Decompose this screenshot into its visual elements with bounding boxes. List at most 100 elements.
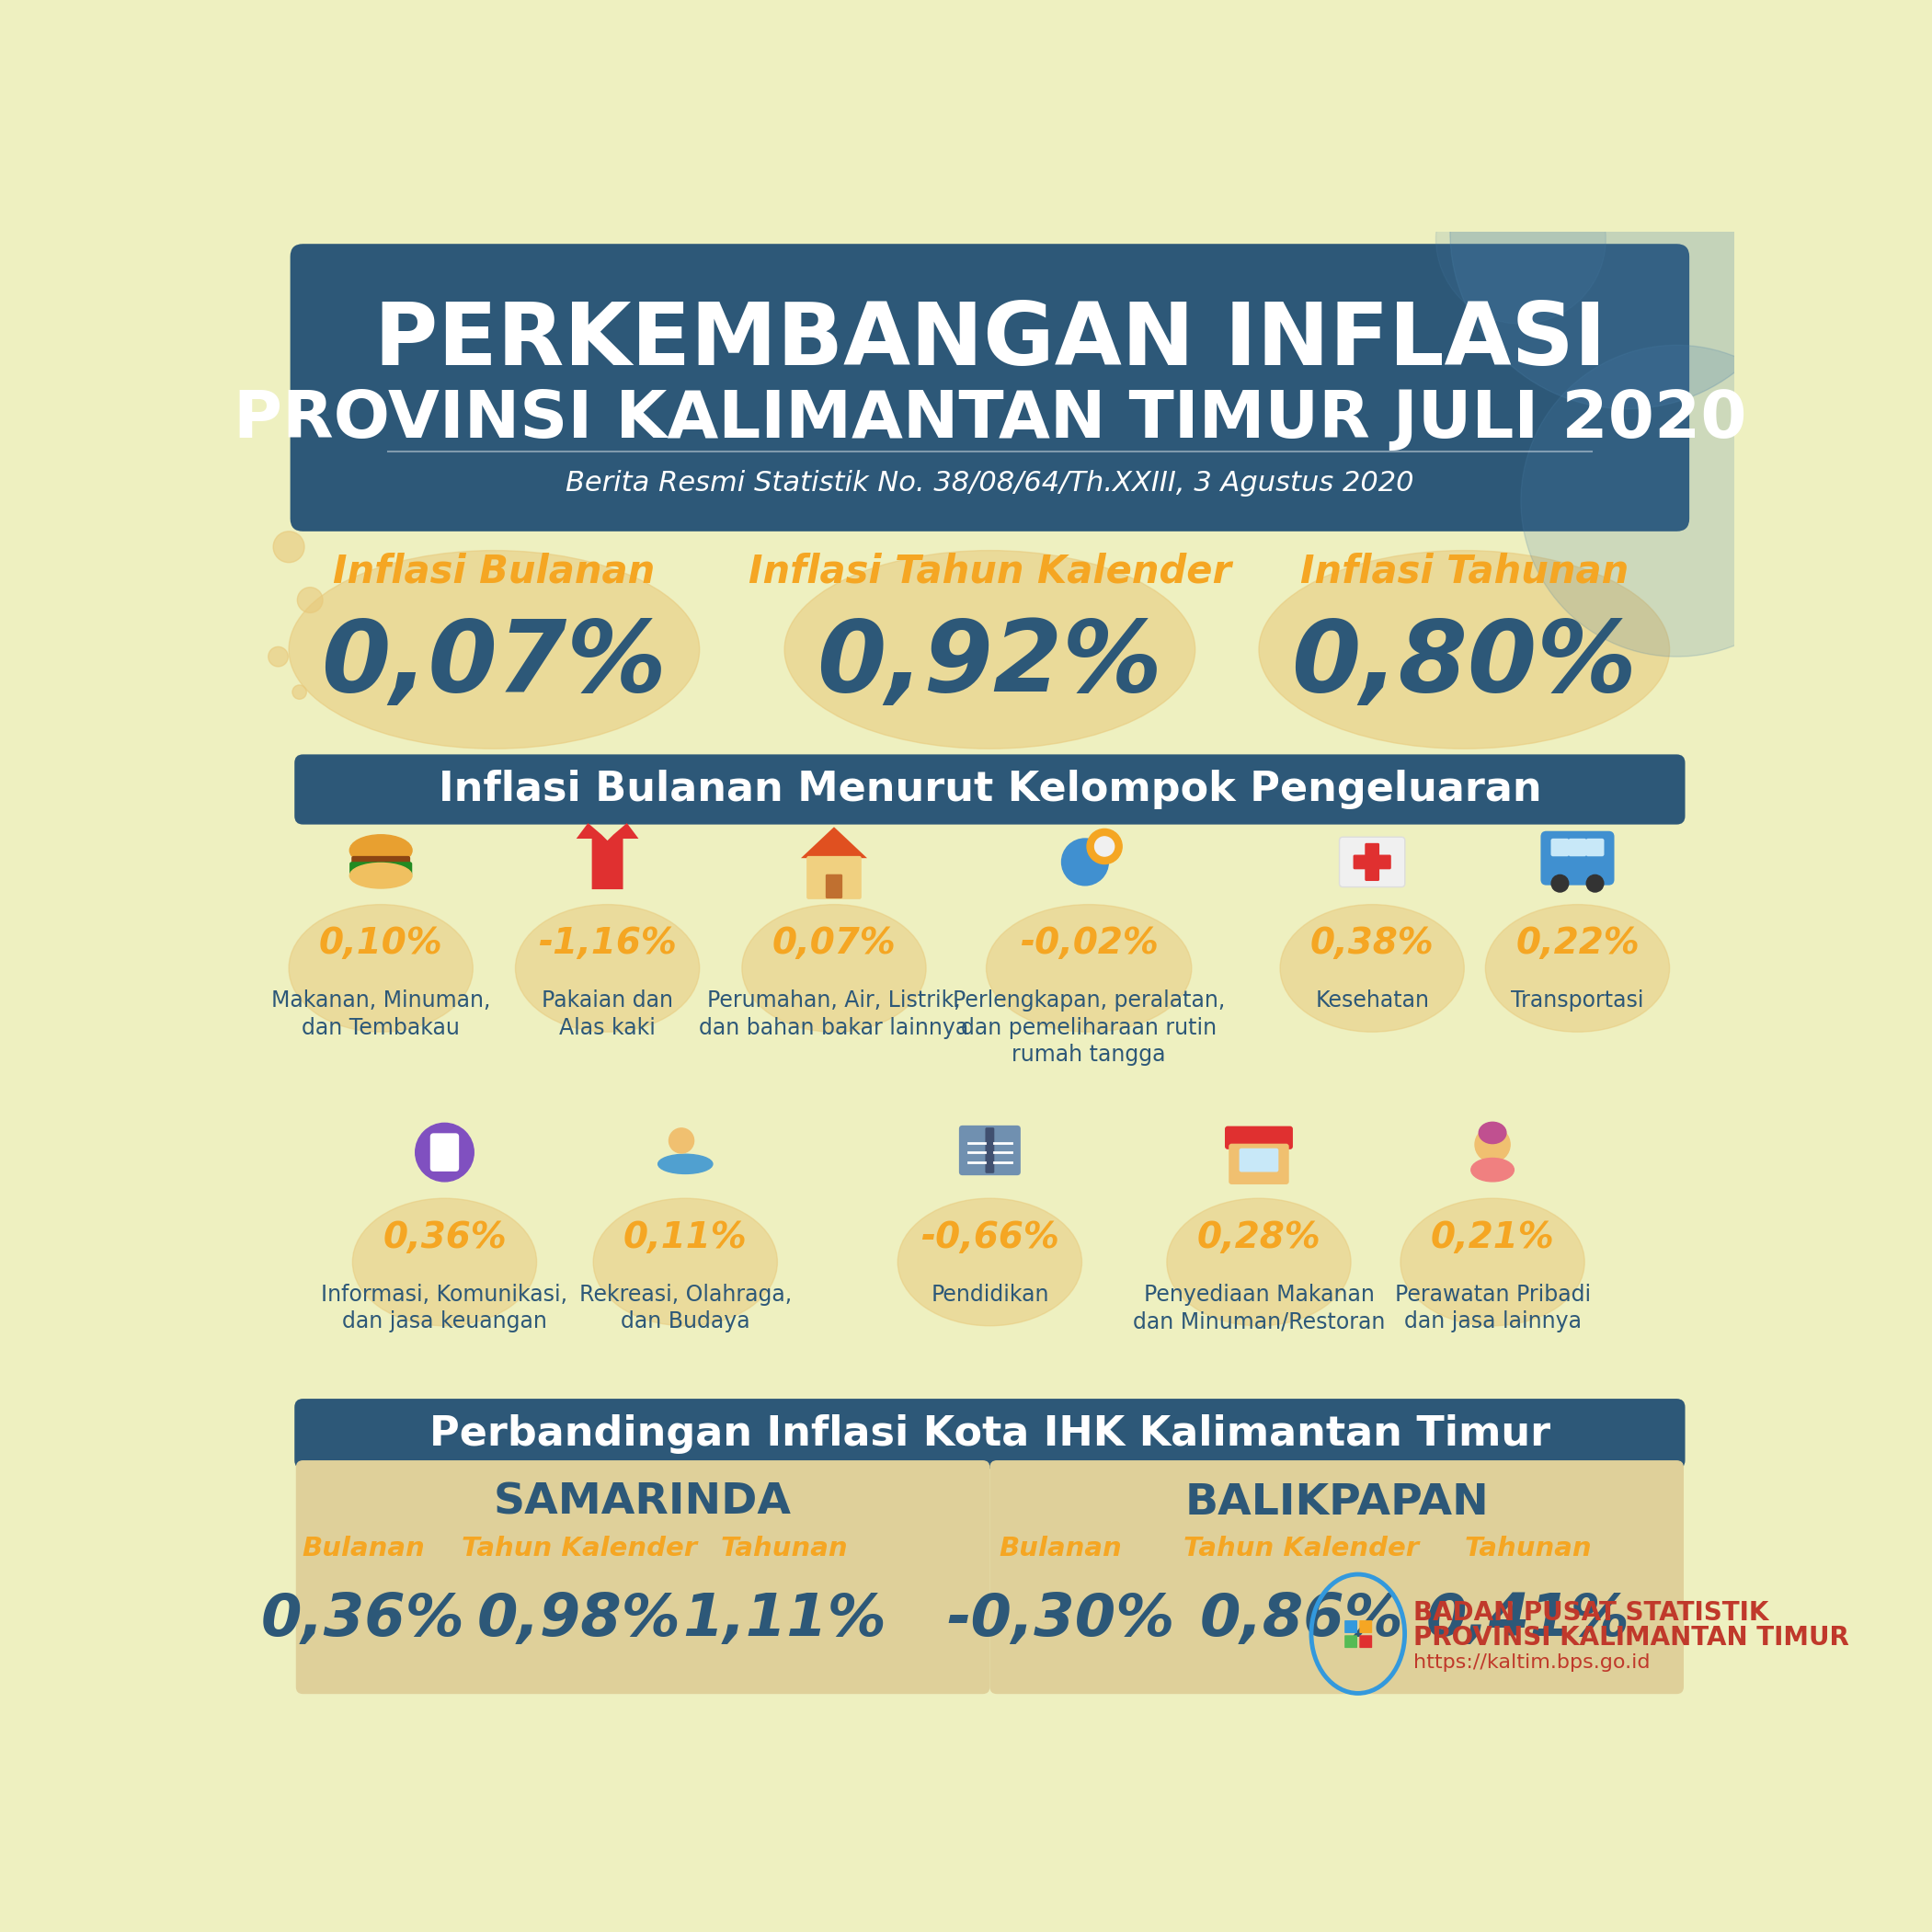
Text: BALIKPAPAN: BALIKPAPAN [1184,1482,1490,1524]
FancyBboxPatch shape [1540,831,1615,885]
Text: Pakaian dan
Alas kaki: Pakaian dan Alas kaki [541,989,672,1039]
Circle shape [1520,346,1832,657]
Text: Makanan, Minuman,
dan Tembakau: Makanan, Minuman, dan Tembakau [270,989,491,1039]
FancyBboxPatch shape [958,1126,1020,1175]
Circle shape [298,587,323,612]
Circle shape [1063,838,1109,885]
Ellipse shape [659,1153,713,1175]
Text: Perumahan, Air, Listrik,
dan bahan bakar lainnya: Perumahan, Air, Listrik, dan bahan bakar… [699,989,968,1039]
Ellipse shape [742,904,925,1032]
Text: Rekreasi, Olahraga,
dan Budaya: Rekreasi, Olahraga, dan Budaya [580,1283,792,1333]
Text: 0,38%: 0,38% [1310,925,1434,960]
Text: Bulanan: Bulanan [301,1536,425,1561]
Polygon shape [576,823,639,889]
Text: Tahunan: Tahunan [721,1536,848,1561]
Text: Perawatan Pribadi
dan jasa lainnya: Perawatan Pribadi dan jasa lainnya [1395,1283,1590,1333]
Ellipse shape [593,1198,777,1325]
Ellipse shape [898,1198,1082,1325]
FancyBboxPatch shape [290,243,1689,531]
Text: SAMARINDA: SAMARINDA [495,1482,792,1524]
FancyBboxPatch shape [352,856,410,873]
FancyBboxPatch shape [806,856,862,898]
Text: Tahunan: Tahunan [1464,1536,1592,1561]
Text: -0,66%: -0,66% [920,1219,1059,1254]
Text: Inflasi Tahun Kalender: Inflasi Tahun Kalender [748,553,1231,591]
Text: BADAN PUSAT STATISTIK: BADAN PUSAT STATISTIK [1412,1600,1768,1625]
Circle shape [1474,1126,1511,1161]
Text: 0,92%: 0,92% [817,614,1163,713]
FancyBboxPatch shape [1586,838,1604,856]
Ellipse shape [784,551,1196,750]
Circle shape [415,1122,473,1182]
Text: 0,86%: 0,86% [1200,1592,1403,1648]
Ellipse shape [350,864,412,889]
Text: 0,80%: 0,80% [1291,614,1636,713]
Text: Inflasi Bulanan Menurut Kelompok Pengeluaran: Inflasi Bulanan Menurut Kelompok Pengelu… [439,769,1542,810]
FancyBboxPatch shape [1238,1148,1279,1173]
Text: 1,11%: 1,11% [682,1592,887,1648]
Polygon shape [802,827,867,858]
Text: Transportasi: Transportasi [1511,989,1644,1012]
Text: PROVINSI KALIMANTAN TIMUR JULI 2020: PROVINSI KALIMANTAN TIMUR JULI 2020 [234,388,1747,452]
Ellipse shape [1281,904,1464,1032]
Ellipse shape [288,904,473,1032]
FancyBboxPatch shape [296,1461,989,1694]
FancyBboxPatch shape [825,873,842,898]
Circle shape [1095,837,1115,856]
Circle shape [269,647,288,667]
FancyBboxPatch shape [1339,837,1405,887]
Circle shape [1451,54,1804,410]
FancyBboxPatch shape [989,1461,1683,1694]
FancyBboxPatch shape [1345,1634,1358,1648]
Text: Berita Resmi Statistik No. 38/08/64/Th.XXIII, 3 Agustus 2020: Berita Resmi Statistik No. 38/08/64/Th.X… [566,469,1414,497]
Text: 0,07%: 0,07% [773,925,896,960]
Text: PROVINSI KALIMANTAN TIMUR: PROVINSI KALIMANTAN TIMUR [1412,1625,1849,1650]
Ellipse shape [1260,551,1669,750]
Ellipse shape [1401,1198,1584,1325]
Text: Penyediaan Makanan
dan Minuman/Restoran: Penyediaan Makanan dan Minuman/Restoran [1132,1283,1385,1333]
FancyBboxPatch shape [1345,1621,1358,1633]
FancyBboxPatch shape [1360,1634,1372,1648]
Text: PERKEMBANGAN INFLASI: PERKEMBANGAN INFLASI [373,299,1605,384]
FancyBboxPatch shape [294,753,1685,825]
Circle shape [272,531,305,562]
FancyBboxPatch shape [1364,842,1379,881]
Text: 0,36%: 0,36% [383,1219,506,1254]
FancyBboxPatch shape [1352,854,1391,869]
Text: 0,36%: 0,36% [261,1592,466,1648]
Text: 0,22%: 0,22% [1515,925,1640,960]
FancyBboxPatch shape [1551,838,1569,856]
Text: Informasi, Komunikasi,
dan jasa keuangan: Informasi, Komunikasi, dan jasa keuangan [321,1283,568,1333]
Circle shape [668,1128,694,1153]
FancyBboxPatch shape [1225,1126,1293,1150]
Text: Kesehatan: Kesehatan [1316,989,1430,1012]
Text: Tahun Kalender: Tahun Kalender [1184,1536,1420,1561]
Text: 0,11%: 0,11% [624,1219,748,1254]
Ellipse shape [1167,1198,1350,1325]
Ellipse shape [1486,904,1669,1032]
Text: 0,10%: 0,10% [319,925,442,960]
Text: Perbandingan Inflasi Kota IHK Kalimantan Timur: Perbandingan Inflasi Kota IHK Kalimantan… [429,1414,1549,1453]
FancyBboxPatch shape [350,862,412,875]
FancyBboxPatch shape [1569,838,1586,856]
Text: 0,21%: 0,21% [1430,1219,1555,1254]
Text: 0,41%: 0,41% [1426,1592,1631,1648]
Text: -1,16%: -1,16% [539,925,676,960]
Text: 0,28%: 0,28% [1198,1219,1321,1254]
Circle shape [1586,875,1604,893]
Ellipse shape [1478,1122,1507,1144]
Circle shape [1435,155,1605,325]
Circle shape [292,686,307,699]
Text: 0,98%: 0,98% [477,1592,682,1648]
Ellipse shape [985,904,1192,1032]
Text: 0,07%: 0,07% [321,614,667,713]
Text: Inflasi Bulanan: Inflasi Bulanan [332,553,655,591]
Circle shape [1088,829,1122,864]
Ellipse shape [352,1198,537,1325]
Ellipse shape [288,551,699,750]
Ellipse shape [350,835,412,866]
Text: https://kaltim.bps.go.id: https://kaltim.bps.go.id [1412,1654,1650,1671]
Text: -0,30%: -0,30% [947,1592,1175,1648]
Text: Bulanan: Bulanan [999,1536,1122,1561]
Text: Pendidikan: Pendidikan [931,1283,1049,1306]
